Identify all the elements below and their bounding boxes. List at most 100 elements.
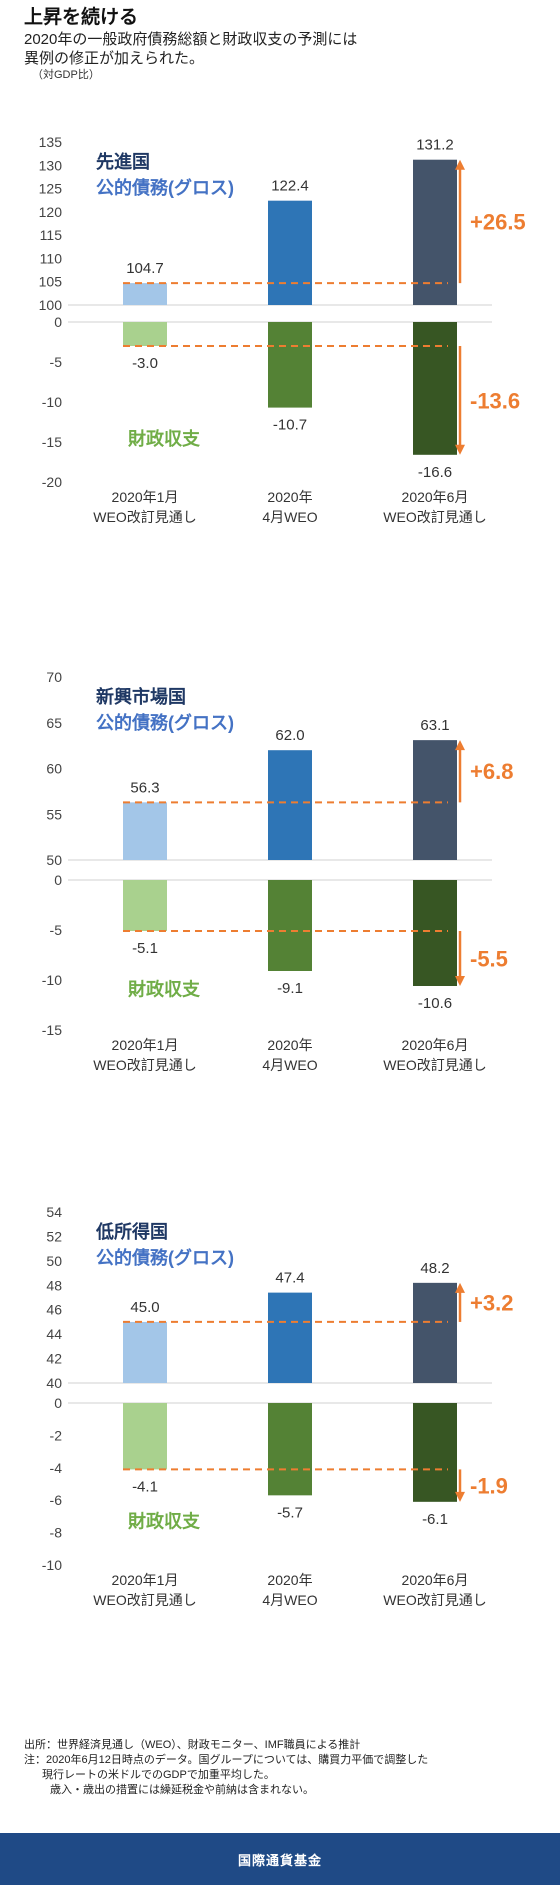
debt-tick-label: 115 <box>40 227 63 243</box>
balance-value-label: -10.7 <box>273 417 307 434</box>
debt-change-label: +6.8 <box>470 759 513 784</box>
notes: 出所：世界経済見通し（WEO）、財政モニター、IMF職員による推計 注：2020… <box>24 1738 544 1798</box>
balance-bar <box>123 1403 167 1470</box>
debt-value-label: 47.4 <box>275 1270 304 1287</box>
balance-arrow-head <box>455 976 465 986</box>
note-line-3: 歳入・歳出の措置には繰延税金や前納は含まれない。 <box>50 1784 314 1796</box>
debt-tick-label: 50 <box>46 852 62 868</box>
debt-tick-label: 48 <box>46 1277 62 1293</box>
debt-value-label: 48.2 <box>420 1260 449 1277</box>
balance-tick-label: 0 <box>54 314 62 330</box>
balance-change-label: -5.5 <box>470 947 508 972</box>
debt-bar <box>123 283 167 305</box>
debt-tick-label: 125 <box>39 181 63 197</box>
debt-bar <box>268 750 312 860</box>
debt-value-label: 122.4 <box>271 178 309 195</box>
debt-value-label: 131.2 <box>416 137 454 154</box>
balance-bar <box>413 1403 457 1502</box>
debt-series-label: 公的債務(グロス) <box>96 712 234 733</box>
balance-tick-label: -20 <box>42 474 62 490</box>
debt-tick-label: 50 <box>46 1253 62 1269</box>
debt-tick-label: 135 <box>39 134 63 150</box>
balance-bar <box>413 880 457 986</box>
balance-tick-label: 0 <box>54 872 62 888</box>
balance-tick-label: -15 <box>42 434 62 450</box>
debt-arrow-head <box>455 1282 465 1293</box>
balance-bar <box>123 322 167 346</box>
debt-tick-label: 54 <box>46 1204 62 1220</box>
category-label: 2020年6月 <box>402 1037 469 1053</box>
category-label: 4月WEO <box>262 1057 317 1073</box>
category-label: 2020年1月 <box>112 1572 179 1588</box>
debt-bar <box>268 1292 312 1383</box>
debt-bar <box>413 1282 457 1383</box>
source-note: 出所：世界経済見通し（WEO）、財政モニター、IMF職員による推計 <box>24 1739 361 1751</box>
category-label: 2020年 <box>267 1572 312 1588</box>
note-line-1: 注：2020年6月12日時点のデータ。国グループについては、購買力平価で調整した <box>24 1754 429 1766</box>
category-label: WEO改訂見通し <box>383 1057 486 1073</box>
debt-bar <box>123 802 167 860</box>
debt-tick-label: 46 <box>46 1302 62 1318</box>
page-subtitle-line-1: 2020年の一般政府債務総額と財政収支の予測には <box>24 31 358 48</box>
debt-arrow-head <box>455 159 465 170</box>
debt-tick-label: 44 <box>46 1326 62 1342</box>
debt-tick-label: 40 <box>46 1375 62 1391</box>
debt-bar <box>413 159 457 305</box>
chart-emerging-markets: 50 55 60 65 70 0 -5 -10 -15 56.3 62.0 63.1 -5.1 -9.1 -… <box>42 669 514 1073</box>
debt-series-label: 公的債務(グロス) <box>96 1247 234 1268</box>
footer-label: 国際通貨基金 <box>237 1852 322 1868</box>
balance-value-label: -5.7 <box>277 1504 303 1521</box>
unit-label: （対GDP比） <box>32 69 100 81</box>
chart-low-income-countries: 40 42 44 46 48 50 52 54 0 -2 -4 -6 -8 -10 45.0 47.4 48.2… <box>42 1204 514 1608</box>
debt-value-label: 45.0 <box>130 1299 159 1316</box>
category-label: 4月WEO <box>262 509 317 525</box>
debt-tick-label: 60 <box>46 761 62 777</box>
balance-tick-label: -10 <box>42 394 62 410</box>
category-label: 2020年1月 <box>112 1037 179 1053</box>
balance-bar <box>268 1403 312 1496</box>
balance-change-label: -1.9 <box>470 1474 508 1499</box>
debt-bar <box>413 740 457 860</box>
balance-bar <box>268 322 312 408</box>
balance-arrow-head <box>455 444 465 455</box>
category-label: WEO改訂見通し <box>383 509 486 525</box>
balance-tick-label: -6 <box>50 1492 63 1508</box>
debt-tick-label: 130 <box>39 157 63 173</box>
debt-tick-label: 52 <box>46 1228 62 1244</box>
category-label: WEO改訂見通し <box>93 1592 196 1608</box>
category-label: 2020年 <box>267 1037 312 1053</box>
header: 上昇を続ける 2020年の一般政府債務総額と財政収支の予測には 異例の修正が加え… <box>24 6 544 83</box>
group-label: 新興市場国 <box>96 686 186 707</box>
debt-bar <box>123 1321 167 1383</box>
group-label: 先進国 <box>96 151 150 172</box>
balance-tick-label: -10 <box>42 972 62 988</box>
debt-tick-label: 100 <box>39 297 63 313</box>
balance-series-label: 財政収支 <box>128 1510 201 1531</box>
balance-tick-label: -2 <box>50 1427 63 1443</box>
page-title: 上昇を続ける <box>24 7 139 28</box>
category-label: 2020年1月 <box>112 489 179 505</box>
debt-tick-label: 120 <box>39 204 63 220</box>
category-label: WEO改訂見通し <box>93 1057 196 1073</box>
page-subtitle-line-2: 異例の修正が加えられた。 <box>24 50 205 67</box>
balance-value-label: -16.6 <box>418 464 452 481</box>
debt-arrow-head <box>455 740 465 751</box>
balance-tick-label: -5 <box>50 922 63 938</box>
debt-change-label: +3.2 <box>470 1290 513 1315</box>
category-label: 2020年6月 <box>402 1572 469 1588</box>
balance-value-label: -6.1 <box>422 1511 448 1528</box>
debt-tick-label: 105 <box>39 274 63 290</box>
category-label: 2020年6月 <box>402 489 469 505</box>
balance-series-label: 財政収支 <box>128 428 201 449</box>
debt-bar <box>268 200 312 305</box>
debt-value-label: 62.0 <box>275 727 304 744</box>
note-line-2: 現行レートの米ドルでのGDPで加重平均した。 <box>42 1769 275 1781</box>
balance-value-label: -3.0 <box>132 355 158 372</box>
balance-bar <box>268 880 312 971</box>
balance-value-label: -10.6 <box>418 995 452 1012</box>
footer-bar: 国際通貨基金 <box>0 1833 560 1885</box>
debt-tick-label: 55 <box>46 806 62 822</box>
chart-advanced-economies: 100 105 110 115 120 125 130 135 0 -5 -10 -15 -20 104.… <box>39 134 526 525</box>
debt-tick-label: 70 <box>46 669 62 685</box>
debt-value-label: 56.3 <box>130 779 159 796</box>
